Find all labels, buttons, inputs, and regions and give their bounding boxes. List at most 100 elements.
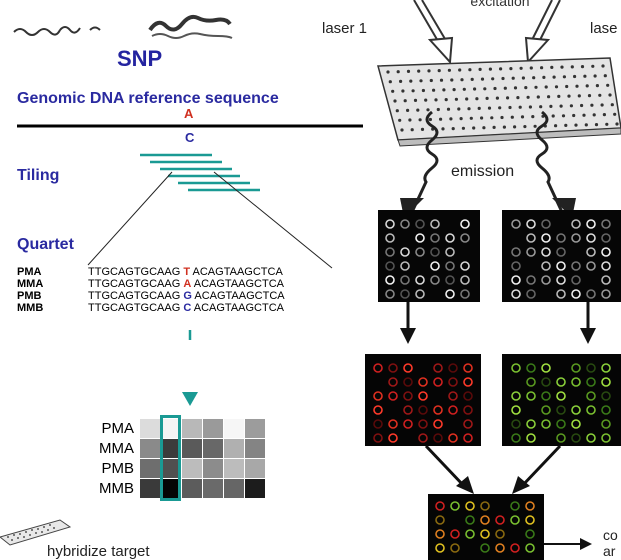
spot (388, 391, 398, 401)
spot (403, 419, 413, 429)
spot (605, 122, 609, 126)
spot (526, 95, 530, 99)
spot (433, 363, 443, 373)
spot (449, 117, 453, 121)
probe-variant-base: A (183, 278, 192, 290)
spot (574, 123, 578, 127)
heatmap-cell (203, 478, 223, 498)
spot (511, 419, 521, 429)
spot (580, 103, 584, 108)
spot (613, 112, 617, 116)
spot (385, 261, 395, 271)
spot (399, 79, 403, 83)
spot (395, 109, 399, 113)
spot (540, 66, 544, 70)
spot (556, 289, 566, 299)
spot (556, 233, 566, 243)
spot (502, 125, 506, 129)
laser-2-label: lase (590, 20, 618, 37)
spot (454, 97, 458, 101)
spot (480, 116, 484, 120)
spot (460, 219, 470, 229)
spot (586, 363, 596, 373)
spot (403, 99, 407, 103)
spot (586, 433, 596, 443)
output-arrowhead-icon (580, 538, 592, 550)
spot (492, 125, 496, 129)
spot (511, 275, 521, 285)
spot (495, 543, 505, 553)
spot (601, 405, 611, 415)
tiling-probes (140, 153, 260, 192)
spot (463, 419, 473, 429)
spot (427, 69, 431, 73)
reference-line-art (17, 124, 363, 340)
spot (506, 96, 510, 100)
spot (373, 405, 383, 415)
spot (373, 363, 383, 373)
merged-image (428, 494, 544, 560)
emission-squiggles (410, 110, 564, 213)
spot (544, 85, 548, 89)
spot (403, 391, 413, 401)
spot (541, 363, 551, 373)
right-panel-art: excitation (365, 0, 621, 560)
spot (586, 391, 596, 401)
emission-label: emission (451, 163, 515, 180)
spot (565, 84, 569, 89)
spot (550, 65, 554, 69)
spot (513, 125, 517, 129)
down-arrow-right-icon (580, 328, 596, 344)
probe-sequence-suffix: ACAGTAAGCTCA (191, 302, 284, 314)
spot (388, 80, 392, 84)
spot (480, 529, 490, 539)
spot (520, 115, 525, 119)
spot (433, 405, 443, 415)
allele-c: C (185, 130, 195, 145)
spot (418, 377, 428, 387)
spot (445, 247, 455, 257)
spot (508, 105, 512, 110)
spot (396, 70, 400, 74)
heatmap-row: PMA (80, 418, 266, 438)
spot (429, 78, 433, 83)
spot (551, 114, 555, 118)
spot (465, 97, 469, 101)
spot (430, 247, 440, 257)
heatmap-row-label: PMB (101, 459, 134, 477)
spot (552, 75, 556, 79)
spot (470, 77, 474, 81)
spot (415, 247, 425, 257)
allele-a: A (184, 106, 194, 121)
spot (608, 93, 612, 97)
heatmap-cell (245, 458, 265, 478)
spot (598, 93, 602, 97)
spot (415, 219, 425, 229)
spot (448, 363, 458, 373)
spot (373, 433, 383, 443)
spot (408, 118, 412, 122)
spot (534, 85, 538, 89)
probe-name: PMA (17, 266, 42, 278)
spot (418, 118, 422, 122)
spot (460, 289, 470, 299)
heatmap-cell (203, 438, 223, 458)
spot (500, 115, 504, 120)
probe-name: PMB (17, 290, 42, 302)
spot (446, 107, 451, 111)
spot (601, 433, 611, 443)
spot (480, 77, 485, 81)
heatmap-cell (182, 438, 202, 458)
spot (603, 74, 607, 78)
heatmap-cell (161, 458, 181, 478)
spot (439, 78, 444, 82)
spot (391, 89, 395, 93)
spot (488, 67, 492, 71)
spot (533, 124, 537, 128)
spot (480, 501, 490, 511)
spot (448, 405, 458, 415)
spot (524, 86, 528, 90)
spot (435, 529, 445, 539)
combine-label-line2: ar (603, 543, 616, 559)
snp-title: SNP (117, 46, 163, 71)
